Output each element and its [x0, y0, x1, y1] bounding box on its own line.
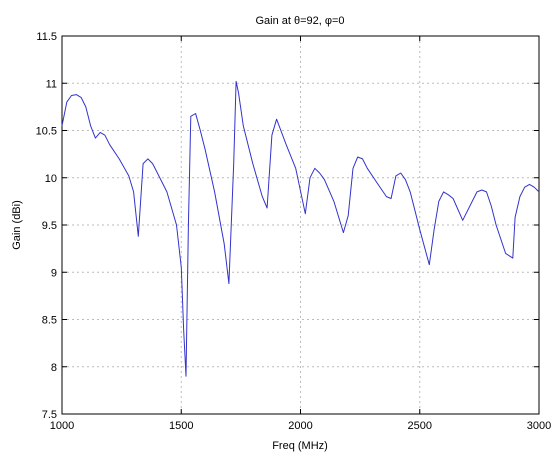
y-axis-label: Gain (dBi): [11, 200, 23, 250]
axis-ticks: 1000 1500 2000 2500 3000 7.5 8 8.5 9 9.5 10 10.5 11 1…: [36, 31, 552, 432]
y-tick-label: 10: [45, 173, 57, 185]
y-tick-label: 8.5: [42, 315, 57, 327]
chart-title: Gain at θ=92, φ=0: [255, 15, 344, 27]
data-series: [61, 80, 540, 377]
y-tick-label: 7.5: [42, 409, 57, 421]
x-tick-label: 1000: [50, 420, 74, 432]
grid-lines: [62, 36, 539, 414]
y-tick-label: 9.5: [42, 220, 57, 232]
x-tick-label: 2500: [408, 420, 432, 432]
series-line: [61, 80, 540, 377]
y-tick-label: 8: [51, 362, 57, 374]
x-tick-label: 2000: [288, 420, 312, 432]
y-tick-label: 11: [46, 78, 57, 90]
y-tick-label: 9: [51, 267, 57, 279]
y-tick-label: 10.5: [36, 126, 57, 138]
x-axis-label: Freq (MHz): [272, 440, 328, 452]
x-tick-label: 1500: [169, 420, 193, 432]
y-tick-label: 11.5: [36, 31, 57, 43]
x-tick-label: 3000: [527, 420, 551, 432]
